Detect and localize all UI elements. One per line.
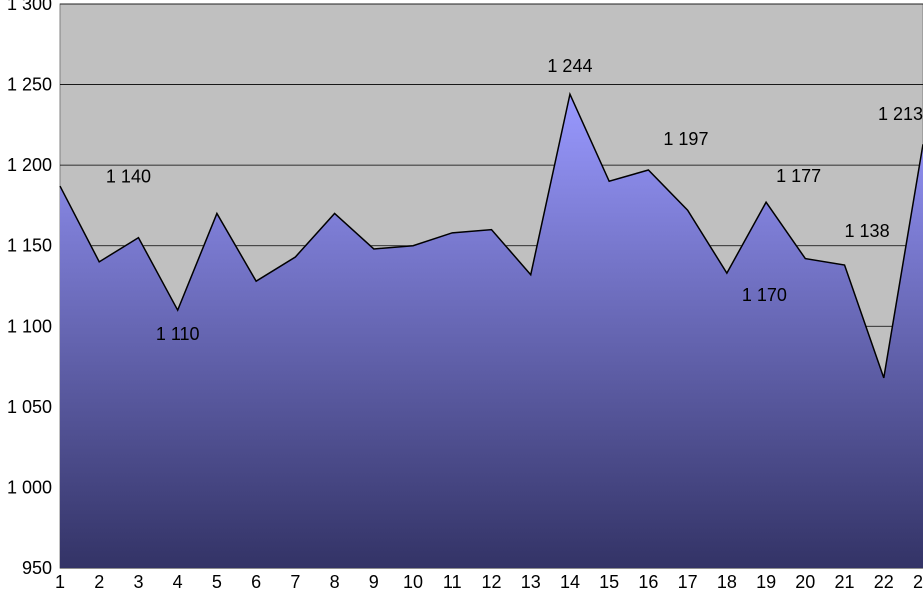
x-tick-label: 8 — [330, 572, 340, 591]
x-tick-label: 2 — [94, 572, 104, 591]
x-tick-label: 15 — [599, 572, 619, 591]
x-tick-label: 3 — [133, 572, 143, 591]
y-tick-label: 950 — [22, 558, 52, 578]
x-tick-label: 16 — [638, 572, 658, 591]
y-tick-label: 1 100 — [7, 316, 52, 336]
data-label: 1 170 — [742, 285, 787, 305]
y-tick-label: 1 250 — [7, 75, 52, 95]
x-tick-label: 9 — [369, 572, 379, 591]
x-tick-label: 14 — [560, 572, 580, 591]
area-chart: 950 1 000 1 050 1 100 1 150 1 200 1 250 1 300 1… — [0, 0, 923, 591]
data-label: 1 177 — [776, 166, 821, 186]
y-tick-label: 1 300 — [7, 0, 52, 14]
data-label: 1 197 — [663, 129, 708, 149]
x-tick-label: 19 — [756, 572, 776, 591]
x-tick-label: 21 — [835, 572, 855, 591]
y-tick-label: 1 200 — [7, 155, 52, 175]
x-tick-label: 17 — [678, 572, 698, 591]
x-tick-label: 1 — [55, 572, 65, 591]
y-axis-labels: 950 1 000 1 050 1 100 1 150 1 200 1 250 1 300 — [7, 0, 52, 578]
data-label: 1 140 — [106, 167, 151, 187]
x-tick-label: 12 — [481, 572, 501, 591]
x-tick-label: 13 — [521, 572, 541, 591]
x-tick-label: 18 — [717, 572, 737, 591]
x-tick-label: 23 — [913, 572, 923, 591]
data-label: 1 110 — [156, 324, 200, 344]
x-tick-label: 5 — [212, 572, 222, 591]
chart-svg: 950 1 000 1 050 1 100 1 150 1 200 1 250 1 300 1… — [0, 0, 923, 591]
x-axis-labels: 1234567891011121314151617181920212223 — [55, 572, 923, 591]
x-tick-label: 6 — [251, 572, 261, 591]
x-tick-label: 22 — [874, 572, 894, 591]
x-tick-label: 7 — [290, 572, 300, 591]
x-tick-label: 4 — [173, 572, 183, 591]
y-tick-label: 1 050 — [7, 397, 52, 417]
data-label: 1 244 — [547, 56, 592, 76]
y-tick-label: 1 000 — [7, 477, 52, 497]
y-tick-label: 1 150 — [7, 236, 52, 256]
data-label: 1 213 — [878, 104, 923, 124]
data-label: 1 138 — [845, 221, 890, 241]
x-tick-label: 11 — [443, 572, 462, 591]
x-tick-label: 20 — [795, 572, 815, 591]
x-tick-label: 10 — [403, 572, 423, 591]
